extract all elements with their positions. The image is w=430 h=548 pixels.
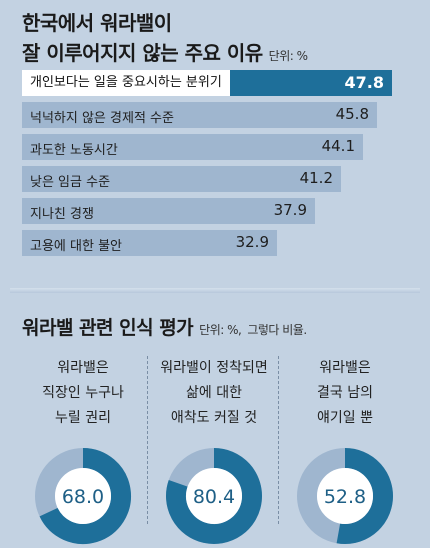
donut-label-line: 애착도 커질 것 <box>170 410 258 426</box>
bar-category-label: 과도한 노동시간 <box>30 143 118 158</box>
bar <box>22 166 341 192</box>
bar-category-label: 넉넉하지 않은 경제적 수준 <box>30 111 174 126</box>
bar <box>22 198 315 224</box>
card-separator <box>147 356 148 524</box>
donut-hole <box>186 468 242 524</box>
bar-chart-title: 한국에서 워라밸이 잘 이루어지지 않는 주요 이유 단위: % <box>22 8 308 71</box>
donut-value-label: 68.0 <box>62 486 104 508</box>
donut-chart: 68.0 <box>35 448 131 544</box>
bar-value-label: 41.2 <box>299 169 333 187</box>
bar-chart-title-line-1: 한국에서 워라밸이 <box>22 11 172 35</box>
donut-chart: 80.4 <box>166 448 262 544</box>
donut-label-line: 워라밸이 정착되면 <box>160 360 268 376</box>
bar-category-label: 낮은 임금 수준 <box>30 175 111 190</box>
section-divider <box>10 288 420 293</box>
donut-value-slice <box>166 448 262 544</box>
donut-label-line: 워라밸은 <box>319 360 371 376</box>
donut-value-label: 52.8 <box>324 486 366 508</box>
bar-category-label: 지나친 경쟁 <box>30 207 94 222</box>
donut-label-line: 워라밸은 <box>57 360 109 376</box>
donut-section-title: 워라밸 관련 인식 평가 단위: %, 그렇다 비율. <box>22 313 307 340</box>
bar-chart-unit: 단위: % <box>268 49 308 63</box>
bar-chart-title-line-2: 잘 이루어지지 않는 주요 이유 단위: % <box>22 41 308 65</box>
donut-value-label: 80.4 <box>193 486 235 508</box>
bar <box>22 102 377 128</box>
bar-row: 지나친 경쟁 37.9 <box>22 198 315 224</box>
bar-row: 넉넉하지 않은 경제적 수준 45.8 <box>22 102 377 128</box>
bar-value-label: 45.8 <box>335 105 369 123</box>
bar-value-label: 32.9 <box>235 233 269 251</box>
donut-label-line: 누릴 권리 <box>55 410 111 426</box>
donut-value-slice <box>39 448 131 544</box>
bar <box>22 230 277 256</box>
donut-hole <box>55 468 111 524</box>
donut-label-line: 결국 남의 <box>317 385 373 401</box>
bar-row: 낮은 임금 수준 41.2 <box>22 166 341 192</box>
bar-category-label: 개인보다는 일을 중요시하는 분위기 <box>22 70 230 96</box>
donut-section-title-text: 워라밸 관련 인식 평가 <box>22 317 194 339</box>
bar-row: 개인보다는 일을 중요시하는 분위기 47.8 <box>22 70 392 96</box>
donut-hole <box>317 468 373 524</box>
bar-value-label: 47.8 <box>344 73 384 92</box>
donut-label-line: 얘기일 뿐 <box>317 410 373 426</box>
bar-category-label: 고용에 대한 불안 <box>30 239 122 254</box>
bar-row: 고용에 대한 불안 32.9 <box>22 230 277 256</box>
bar-value-label: 44.1 <box>321 137 355 155</box>
bar <box>22 134 363 160</box>
donut-section-note: 그렇다 비율. <box>247 323 307 337</box>
bar-row: 과도한 노동시간 44.1 <box>22 134 363 160</box>
donut-value-slice <box>336 448 393 544</box>
donut-label-line: 직장인 누구나 <box>42 385 124 401</box>
bar-value-label: 37.9 <box>273 201 307 219</box>
card-separator <box>278 356 279 524</box>
donut-label-line: 삶에 대한 <box>186 385 242 401</box>
donut-chart: 52.8 <box>297 448 393 544</box>
donut-section-unit: 단위: %, <box>199 323 242 337</box>
